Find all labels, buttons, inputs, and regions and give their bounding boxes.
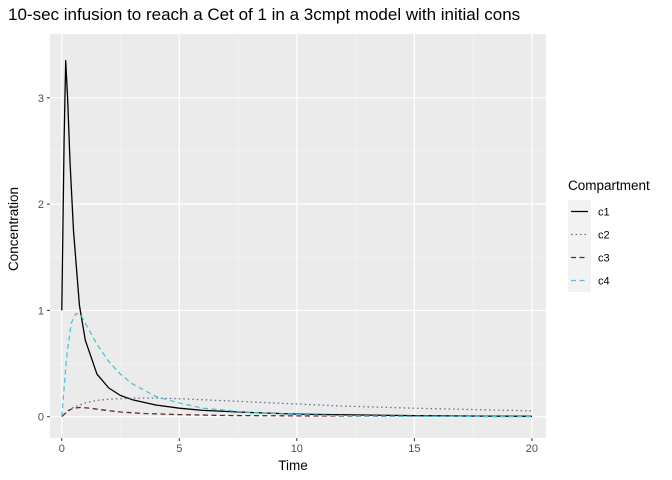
y-axis-ticks: 0 1 2 3 xyxy=(38,93,50,424)
x-tick-label: 15 xyxy=(408,443,420,455)
legend-key-bg xyxy=(568,223,591,246)
minor-gridlines xyxy=(50,34,546,438)
y-tick-label: 1 xyxy=(38,305,44,317)
legend-label-c3: c3 xyxy=(598,253,610,265)
series-line-c1 xyxy=(61,59,532,417)
y-tick-label: 3 xyxy=(38,93,44,105)
x-axis-ticks: 0 5 10 15 20 xyxy=(59,438,538,455)
legend: Compartment c1 c2 c3 c4 xyxy=(568,178,650,292)
plot-panel xyxy=(50,34,546,438)
series-lines xyxy=(61,59,532,418)
x-axis-label: Time xyxy=(278,458,308,473)
y-tick-label: 0 xyxy=(38,412,44,424)
x-tick-label: 0 xyxy=(59,443,65,455)
major-gridlines xyxy=(50,34,546,438)
legend-title: Compartment xyxy=(568,178,650,193)
series-line-c2 xyxy=(61,397,532,418)
y-axis-label: Concentration xyxy=(6,187,21,271)
series-line-c3 xyxy=(61,406,532,418)
legend-label-c2: c2 xyxy=(598,230,610,242)
x-tick-label: 5 xyxy=(176,443,182,455)
legend-label-c1: c1 xyxy=(598,207,610,219)
x-tick-label: 20 xyxy=(526,443,538,455)
chart-title: 10-sec infusion to reach a Cet of 1 in a… xyxy=(8,5,521,24)
x-tick-label: 10 xyxy=(291,443,303,455)
legend-label-c4: c4 xyxy=(598,276,610,288)
y-tick-label: 2 xyxy=(38,199,44,211)
series-line-c4 xyxy=(61,312,532,418)
